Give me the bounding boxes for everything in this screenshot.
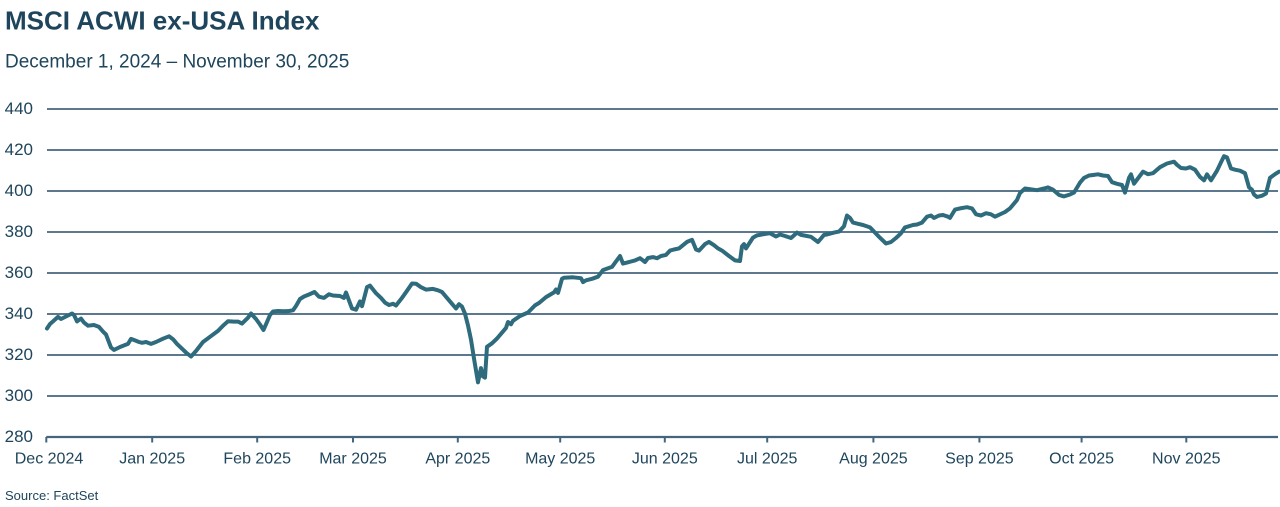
svg-text:Nov 2025: Nov 2025 — [1152, 451, 1221, 468]
svg-text:Mar 2025: Mar 2025 — [319, 451, 387, 468]
svg-text:Jun 2025: Jun 2025 — [632, 451, 698, 468]
svg-text:380: 380 — [5, 222, 33, 241]
svg-text:400: 400 — [5, 181, 33, 200]
svg-text:Sep 2025: Sep 2025 — [945, 451, 1014, 468]
svg-text:MSCI ACWI ex-USA Index: MSCI ACWI ex-USA Index — [5, 6, 320, 36]
svg-text:420: 420 — [5, 140, 33, 159]
svg-text:Aug 2025: Aug 2025 — [839, 451, 908, 468]
svg-text:300: 300 — [5, 386, 33, 405]
svg-text:440: 440 — [5, 99, 33, 118]
svg-text:Oct 2025: Oct 2025 — [1049, 451, 1114, 468]
svg-text:340: 340 — [5, 304, 33, 323]
svg-text:320: 320 — [5, 345, 33, 364]
svg-text:December 1, 2024 – November 30: December 1, 2024 – November 30, 2025 — [5, 52, 349, 73]
svg-text:May 2025: May 2025 — [525, 451, 595, 468]
svg-text:Feb 2025: Feb 2025 — [223, 451, 291, 468]
svg-text:Source: FactSet: Source: FactSet — [5, 488, 99, 503]
svg-text:Apr 2025: Apr 2025 — [425, 451, 490, 468]
svg-text:280: 280 — [5, 427, 33, 446]
svg-text:360: 360 — [5, 263, 33, 282]
svg-text:Dec 2024: Dec 2024 — [15, 451, 84, 468]
svg-text:Jul 2025: Jul 2025 — [737, 451, 798, 468]
svg-text:Jan 2025: Jan 2025 — [119, 451, 185, 468]
